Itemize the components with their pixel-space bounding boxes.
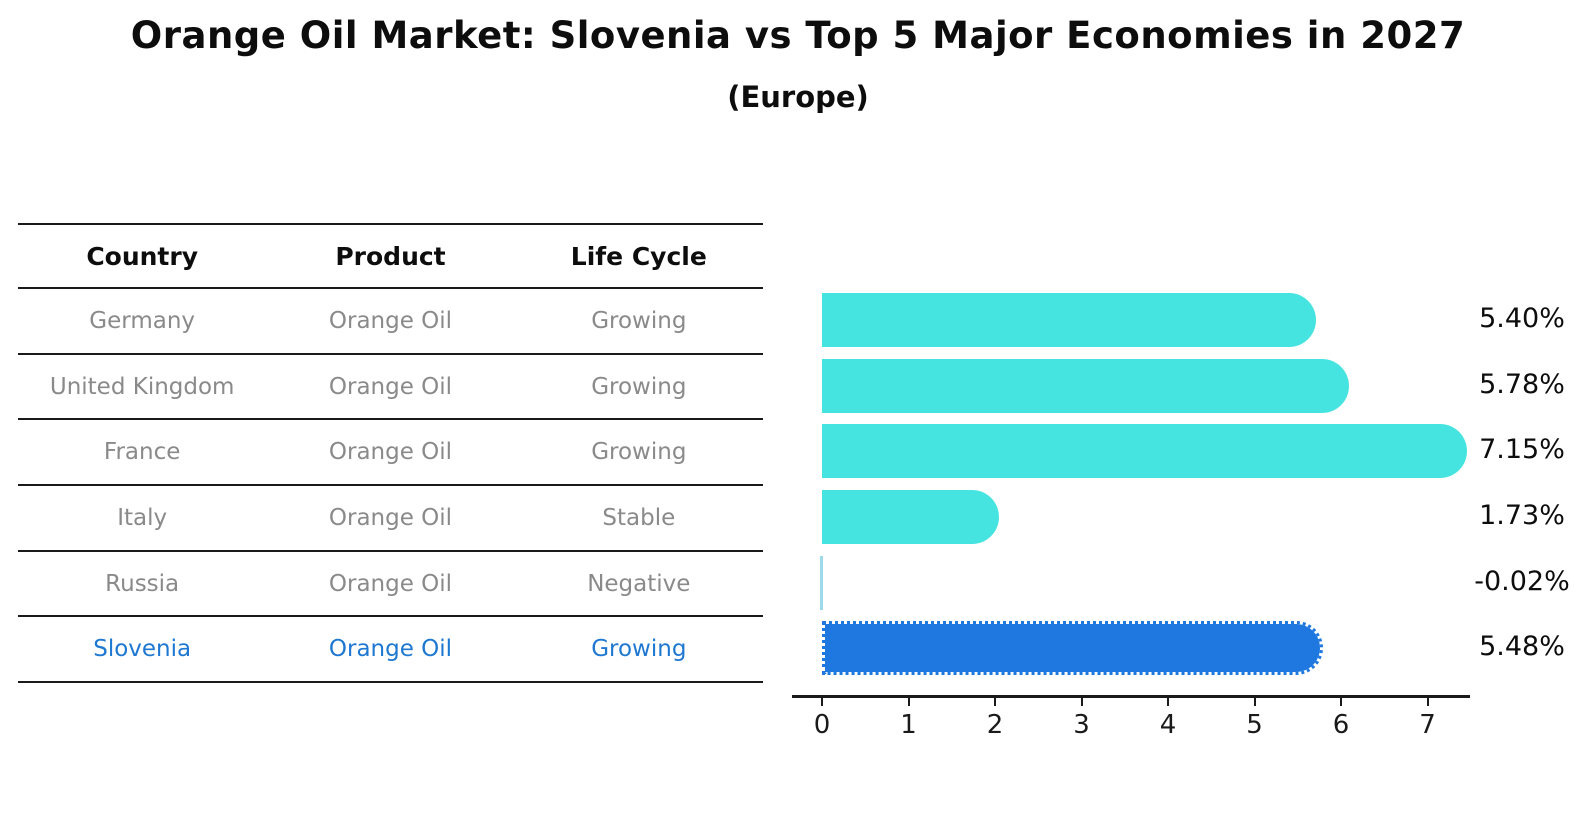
country-cell: United Kingdom	[49, 373, 235, 400]
x-axis-line	[792, 695, 1470, 698]
bar-russia	[820, 555, 823, 610]
x-tick-label: 5	[1246, 710, 1263, 740]
table-header-row: Country Product Life Cycle	[18, 223, 763, 289]
table-row-france: France Orange Oil Growing	[18, 420, 763, 487]
x-tick-label: 0	[813, 710, 831, 740]
product-cell: Orange Oil	[328, 373, 453, 400]
bar-value-label: 7.15%	[1479, 434, 1565, 466]
table-row-slovenia: Slovenia Orange Oil Growing	[18, 617, 763, 684]
table-row-united-kingdom: United Kingdom Orange Oil Growing	[18, 355, 763, 421]
x-tick-mark	[994, 697, 996, 706]
lifecycle-cell: Growing	[591, 307, 687, 334]
lifecycle-cell: Negative	[587, 570, 691, 597]
product-cell: Orange Oil	[328, 307, 453, 334]
chart-subtitle: (Europe)	[727, 80, 869, 114]
country-cell: Italy	[117, 504, 168, 531]
table-row-italy: Italy Orange Oil Stable	[18, 486, 763, 552]
lifecycle-cell: Growing	[591, 636, 687, 663]
country-table: Country Product Life Cycle Germany Orange…	[18, 223, 763, 684]
country-cell: Russia	[105, 570, 180, 597]
product-cell: Orange Oil	[328, 504, 453, 531]
lifecycle-cell: Growing	[591, 373, 687, 400]
x-tick-label: 4	[1159, 710, 1177, 740]
x-tick-mark	[1340, 697, 1342, 706]
bar-italy	[822, 489, 999, 544]
x-tick-label: 1	[900, 710, 917, 740]
chart-title: Orange Oil Market: Slovenia vs Top 5 Maj…	[130, 14, 1466, 57]
x-tick-label: 2	[986, 710, 1004, 740]
country-cell: Slovenia	[93, 636, 192, 663]
country-cell: Germany	[89, 307, 196, 334]
bar-france	[822, 424, 1468, 479]
column-header-product: Product	[335, 241, 446, 271]
x-tick-mark	[821, 697, 823, 706]
column-header-lifecycle: Life Cycle	[570, 241, 707, 271]
x-tick-mark	[1167, 697, 1169, 706]
x-tick-mark	[907, 697, 910, 706]
bar-united-kingdom	[822, 358, 1349, 413]
bar-value-label: 5.40%	[1479, 302, 1565, 334]
column-header-country: Country	[86, 241, 199, 271]
bar-slovenia	[822, 621, 1324, 676]
table-body: Germany Orange Oil Growing United Kingdom Or…	[18, 289, 763, 684]
product-cell: Orange Oil	[328, 439, 453, 466]
table-row-germany: Germany Orange Oil Growing	[18, 289, 763, 355]
product-cell: Orange Oil	[328, 570, 453, 597]
bar-value-label: 5.48%	[1479, 631, 1565, 663]
x-tick-label: 7	[1419, 710, 1436, 740]
bar-value-label: 1.73%	[1479, 499, 1565, 531]
x-tick-label: 3	[1073, 710, 1090, 740]
table-row-russia: Russia Orange Oil Negative	[18, 552, 763, 618]
country-cell: France	[103, 439, 181, 466]
bar-germany	[822, 292, 1317, 347]
lifecycle-cell: Growing	[591, 439, 687, 466]
x-tick-label: 6	[1332, 710, 1350, 740]
product-cell: Orange Oil	[328, 636, 453, 663]
bar-value-label: -0.02%	[1474, 565, 1570, 597]
lifecycle-cell: Stable	[602, 504, 676, 531]
x-tick-mark	[1080, 697, 1083, 706]
x-tick-mark	[1426, 697, 1429, 706]
x-tick-mark	[1253, 697, 1256, 706]
bar-value-label: 5.78%	[1479, 368, 1565, 400]
